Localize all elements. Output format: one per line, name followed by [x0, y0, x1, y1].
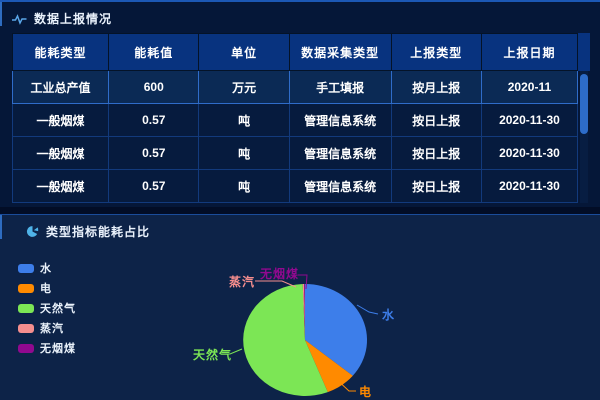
pie-slice-水[interactable] [305, 284, 368, 376]
legend-swatch [18, 263, 34, 273]
label-line-electricity [332, 375, 356, 392]
legend-label: 无烟煤 [40, 343, 76, 355]
legend-swatch [18, 343, 34, 353]
legend-item-电[interactable]: 电 [18, 280, 76, 296]
table-cell: 吨 [198, 103, 290, 137]
table-cell: 吨 [198, 169, 290, 203]
table-cell: 一般烟煤 [11, 169, 110, 203]
legend-label: 水 [40, 263, 52, 275]
table-cell: 2020-11-30 [480, 136, 579, 170]
table-header-row: 能耗类型 能耗值 单位 数据采集类型 上报类型 上报日期 [11, 33, 579, 71]
legend-item-蒸汽[interactable]: 蒸汽 [18, 320, 76, 336]
pie-label-gas: 天然气 [193, 347, 232, 362]
legend-label: 天然气 [40, 303, 76, 315]
table-row[interactable]: 一般烟煤 0.57 吨管理信息系统 按日上报 2020-11-30 [11, 136, 579, 170]
table-scrollbar[interactable] [578, 33, 590, 203]
table-cell: 吨 [198, 136, 290, 170]
legend-swatch [18, 283, 34, 293]
label-line-gas [224, 348, 243, 355]
table-row[interactable]: 一般烟煤 0.57 吨管理信息系统 按日上报 2020-11-30 [11, 103, 579, 137]
table-cell: 手工填报 [288, 70, 392, 104]
pie-slice-天然气[interactable] [243, 284, 328, 396]
column-header: 上报日期 [480, 33, 579, 71]
table-cell: 按日上报 [390, 136, 482, 170]
energy-ratio-panel: 类型指标能耗占比 水电天然气 蒸汽 无烟煤 水 电 天然气 蒸汽 无烟煤 [0, 214, 600, 400]
table-cell: 0.57 [108, 169, 200, 203]
pie-label-water: 水 [382, 307, 395, 322]
report-table: 能耗类型 能耗值 单位 数据采集类型 上报类型 上报日期 工业总产值 600 万元 手工填报 按月… [11, 33, 590, 203]
chart-legend: 水电天然气蒸汽无烟煤 [18, 260, 76, 356]
legend-swatch [18, 303, 34, 313]
table-row[interactable]: 一般烟煤 0.57 吨管理信息系统 按日上报 2020-11-30 [11, 169, 579, 203]
table-cell: 管理信息系统 [288, 169, 392, 203]
legend-swatch [18, 323, 34, 333]
pie-label-steam: 蒸汽 [229, 274, 255, 289]
pie-slice-电[interactable] [305, 340, 353, 393]
table-cell: 2020-11-30 [480, 103, 579, 137]
legend-item-天然气[interactable]: 天然气 [18, 300, 76, 316]
pie-label-anthracite: 无烟煤 [259, 266, 299, 281]
report-panel-header: 数据上报情况 [0, 2, 600, 27]
legend-label: 蒸汽 [40, 323, 64, 335]
label-line-anthracite [298, 274, 308, 290]
report-data-table: 能耗类型 能耗值 单位 数据采集类型 上报类型 上报日期 工业总产值 600 万元 手工填报 按月… [11, 33, 579, 203]
scrollbar-thumb[interactable] [580, 74, 588, 134]
scrollbar-track[interactable] [580, 71, 588, 203]
column-header: 能耗值 [108, 33, 200, 71]
legend-item-水[interactable]: 水 [18, 260, 76, 276]
legend-label: 电 [40, 283, 52, 295]
scrollbar-header-cap [578, 33, 590, 71]
table-cell: 一般烟煤 [11, 136, 110, 170]
table-cell: 工业总产值 [11, 70, 110, 104]
table-cell: 按日上报 [390, 103, 482, 137]
table-cell: 0.57 [108, 136, 200, 170]
column-header: 单位 [198, 33, 290, 71]
table-cell: 管理信息系统 [288, 136, 392, 170]
table-cell: 按日上报 [390, 169, 482, 203]
pie-chart: 水 电 天然气 蒸汽 无烟煤 [193, 266, 395, 399]
table-cell: 2020-11-30 [480, 169, 579, 203]
pie-chart-area: 水电天然气 蒸汽 无烟煤 水 电 天然气 蒸汽 无烟煤 [0, 215, 600, 400]
pie-slice-无烟煤[interactable] [304, 283, 305, 340]
report-panel-title: 数据上报情况 [34, 12, 113, 26]
table-cell: 按月上报 [390, 70, 482, 104]
pie-slice-蒸汽[interactable] [302, 283, 305, 340]
label-line-steam [255, 280, 297, 288]
chart-panel-header: 类型指标能耗占比 [0, 215, 600, 240]
legend-item-无烟煤[interactable]: 无烟煤 [18, 340, 76, 356]
column-header: 能耗类型 [11, 33, 110, 71]
chart-panel-title: 类型指标能耗占比 [46, 225, 151, 239]
table-cell: 600 [108, 70, 200, 104]
table-row[interactable]: 工业总产值 600 万元 手工填报 按月上报 2020-11 [11, 70, 579, 104]
pulse-icon [12, 13, 27, 25]
table-cell: 0.57 [108, 103, 200, 137]
column-header: 上报类型 [390, 33, 482, 71]
label-line-water [356, 304, 379, 315]
table-cell: 万元 [198, 70, 290, 104]
table-cell: 管理信息系统 [288, 103, 392, 137]
pie-label-electricity: 电 [359, 384, 372, 399]
data-report-panel: 数据上报情况 能耗类型 能耗值 单位 数据采集类型 上报类型 上报日期 工业总产值 600 万… [0, 0, 600, 207]
column-header: 数据采集类型 [288, 33, 392, 71]
table-cell: 2020-11 [480, 70, 579, 104]
pie-chart-icon [26, 226, 39, 237]
table-cell: 一般烟煤 [11, 103, 110, 137]
